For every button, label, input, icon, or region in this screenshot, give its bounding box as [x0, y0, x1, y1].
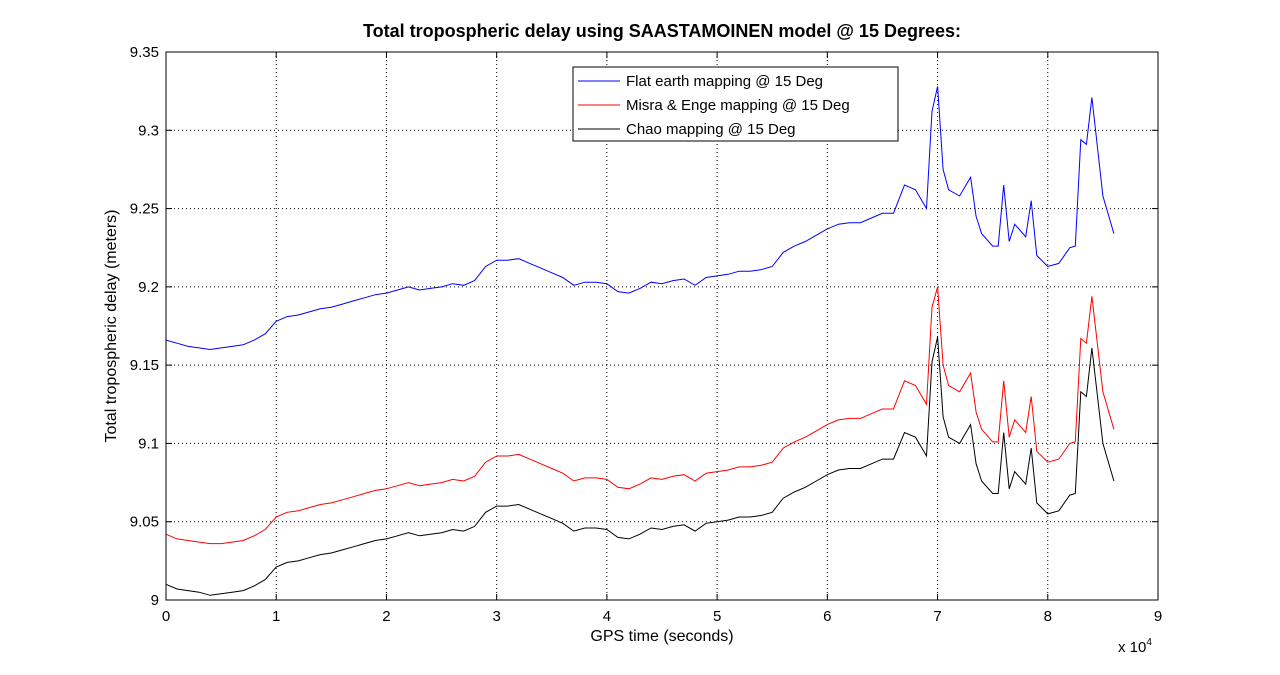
x-tick-label: 9 — [1154, 608, 1162, 625]
y-tick-label: 9.05 — [130, 514, 159, 531]
plot-frame — [165, 51, 1159, 601]
chart-title: Total tropospheric delay using SAASTAMOI… — [363, 21, 961, 41]
y-axis-label: Total tropospheric delay (meters) — [103, 210, 120, 443]
y-tick-label: 9.2 — [138, 279, 159, 296]
legend: Flat earth mapping @ 15 Deg Misra & Enge… — [572, 66, 899, 142]
legend-label-misra: Misra & Enge mapping @ 15 Deg — [626, 97, 850, 114]
y-tick-label: 9.35 — [130, 44, 159, 61]
y-tick-labels: 9 9.05 9.1 9.15 9.2 9.25 9.3 9.35 — [130, 44, 159, 609]
x-multiplier-exponent: 4 — [1146, 637, 1152, 648]
x-tick-label: 6 — [823, 608, 831, 625]
series-line-chao — [165, 336, 1115, 596]
legend-label-chao: Chao mapping @ 15 Deg — [626, 121, 796, 138]
x-tick-label: 1 — [272, 608, 280, 625]
x-tick-label: 2 — [382, 608, 390, 625]
y-tick-label: 9.1 — [138, 435, 159, 452]
x-tick-label: 0 — [162, 608, 170, 625]
series-line-flat — [165, 86, 1115, 351]
y-tick-label: 9.3 — [138, 122, 159, 139]
legend-label-flat: Flat earth mapping @ 15 Deg — [626, 73, 823, 90]
x-tick-labels: 0 1 2 3 4 5 6 7 8 9 — [162, 608, 1162, 625]
legend-box — [572, 66, 899, 142]
ticks — [165, 51, 1159, 601]
y-tick-label: 9 — [151, 592, 159, 609]
series-line-misra — [165, 286, 1115, 545]
x-multiplier-base: x 10 — [1118, 639, 1146, 656]
plot-area — [166, 52, 1158, 600]
x-multiplier: x 104 — [1118, 637, 1152, 656]
x-tick-label: 8 — [1044, 608, 1052, 625]
grid — [166, 52, 1158, 600]
series-layer — [165, 86, 1115, 596]
x-tick-label: 7 — [933, 608, 941, 625]
y-tick-label: 9.25 — [130, 201, 159, 218]
x-tick-label: 3 — [492, 608, 500, 625]
y-tick-label: 9.15 — [130, 357, 159, 374]
x-axis-label: GPS time (seconds) — [590, 628, 733, 645]
x-tick-label: 4 — [603, 608, 611, 625]
x-tick-label: 5 — [713, 608, 721, 625]
